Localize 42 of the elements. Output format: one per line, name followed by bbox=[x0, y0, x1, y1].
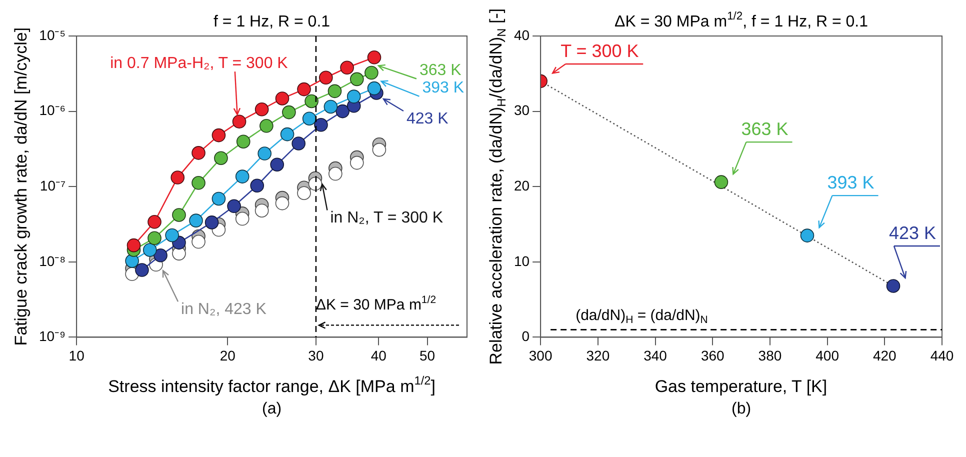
x-tick-label: 50 bbox=[419, 347, 436, 364]
annotation: 423 K bbox=[888, 222, 936, 243]
chart-title: f = 1 Hz, R = 0.1 bbox=[214, 13, 330, 30]
annotation: 393 K bbox=[827, 172, 874, 193]
series-label: in N₂, T = 300 K bbox=[330, 210, 444, 227]
annotation: 363 K bbox=[741, 119, 788, 140]
x-tick-label: 400 bbox=[816, 347, 840, 364]
text: 393 K bbox=[422, 80, 464, 97]
x-tick-label: 340 bbox=[644, 347, 668, 364]
y-tick-label: 40 bbox=[514, 26, 530, 43]
point bbox=[800, 228, 814, 242]
x-tick-label: 40 bbox=[370, 347, 387, 364]
text: 363 K bbox=[419, 62, 462, 80]
series-label: in 0.7 MPa-H₂, T = 300 K bbox=[110, 55, 288, 72]
text: (a) bbox=[262, 400, 282, 418]
x-tick-label: 300 bbox=[528, 347, 552, 364]
text: in N₂, 423 K bbox=[181, 301, 267, 318]
point bbox=[714, 175, 728, 189]
y-tick-label: 10⁻⁶ bbox=[39, 102, 66, 118]
y-axis-title: Relative acceleration rate, (da/dN)H/(da/dN)N [-] bbox=[486, 8, 508, 365]
annotation: T = 300 K bbox=[560, 40, 639, 61]
legend-label: 423 K bbox=[406, 110, 449, 128]
y-tick-label: 10⁻⁷ bbox=[40, 177, 66, 194]
x-tick-label: 320 bbox=[586, 347, 610, 364]
y-tick-label: 10⁻⁸ bbox=[39, 252, 66, 269]
y-tick-label: 30 bbox=[514, 102, 530, 118]
y-tick-label: 10⁻⁵ bbox=[39, 26, 66, 43]
x-tick-label: 10 bbox=[68, 347, 85, 364]
x-tick-label: 380 bbox=[758, 347, 782, 364]
x-axis-title: Gas temperature, T [K] bbox=[654, 376, 828, 396]
x-tick-label: 20 bbox=[220, 347, 236, 364]
text: (b) bbox=[732, 400, 752, 418]
x-tick-label: 440 bbox=[930, 347, 954, 364]
y-tick-label: 10 bbox=[514, 252, 530, 269]
x-tick-label: 420 bbox=[872, 347, 897, 364]
x-tick-label: 360 bbox=[700, 347, 725, 364]
y-tick-label: 10⁻⁹ bbox=[38, 328, 66, 344]
point bbox=[886, 279, 900, 293]
y-axis-title: Fatigue crack growth rate, da/dN [m/cycle] bbox=[12, 27, 31, 346]
x-tick-label: 30 bbox=[308, 347, 324, 364]
y-tick-label: 0 bbox=[522, 328, 530, 344]
y-tick-label: 20 bbox=[514, 177, 530, 194]
